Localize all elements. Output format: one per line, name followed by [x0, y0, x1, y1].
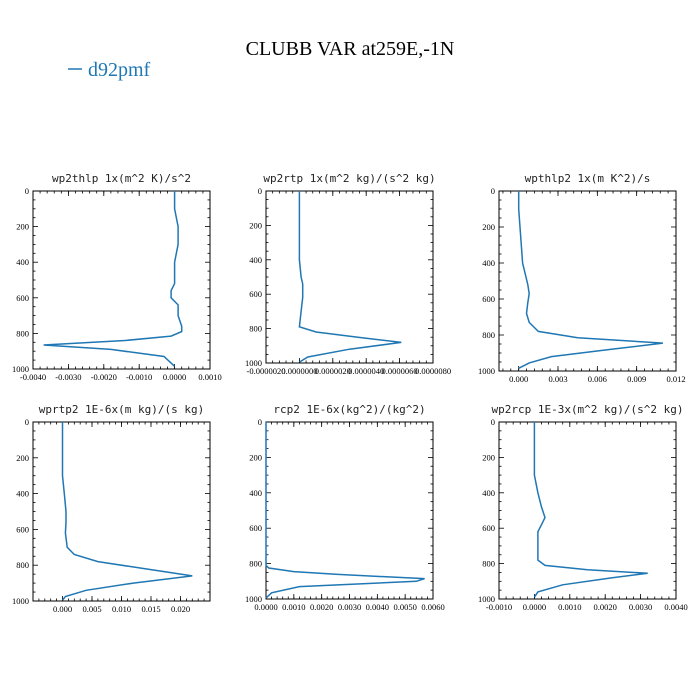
y-tick-label: 800	[249, 324, 262, 334]
x-tick-label: -0.0010	[126, 372, 152, 382]
x-tick-label: 0.0030	[338, 602, 361, 612]
x-tick-label: 0.0000	[163, 372, 186, 382]
x-tick-label: 0.0030	[629, 602, 652, 612]
x-tick-label: 0.0010	[558, 602, 581, 612]
panel-title: wpthlp2 1x(m K^2)/s	[525, 172, 651, 185]
panel-title: wp2rtp 1x(m^2 kg)/(s^2 kg)	[263, 172, 435, 185]
y-tick-label: 200	[249, 452, 262, 462]
plot-frame	[265, 421, 434, 600]
y-tick-label: 600	[249, 289, 262, 299]
figure-title: CLUBB VAR at259E,-1N	[246, 38, 455, 60]
y-tick-label: 1000	[478, 594, 495, 604]
panel-3: wpthlp2 1x(m K^2)/s 0 200 400 600 800 1000 0.00…	[478, 172, 686, 384]
plot-frame	[265, 190, 434, 364]
y-tick-label: 800	[482, 330, 495, 340]
panels: wp2thlp 1x(m^2 K)/s^202004006008001000-0…	[12, 172, 688, 614]
x-tick-label: 0.0050	[393, 602, 416, 612]
y-tick-label: 600	[482, 523, 495, 533]
x-tick-label: -0.0000020	[247, 366, 286, 376]
y-tick-label: 600	[249, 523, 262, 533]
y-tick-label: 200	[16, 222, 29, 232]
x-tick-label: 0.0040	[366, 602, 389, 612]
x-tick-label: 0.000	[53, 604, 72, 614]
panel-title: wp2rcp 1E-3x(m^2 kg)/(s^2 kg)	[491, 403, 683, 416]
y-tick-label: 200	[482, 452, 495, 462]
x-tick-label: 0.0000	[254, 602, 277, 612]
y-tick-label: 600	[482, 294, 495, 304]
x-tick-label: 0.000	[509, 374, 528, 384]
series-line	[61, 422, 193, 601]
x-tick-label: 0.020	[171, 604, 190, 614]
x-tick-label: 0.0010	[282, 602, 305, 612]
y-tick-label: 400	[16, 489, 29, 499]
x-tick-label: 0.0060	[421, 602, 444, 612]
y-tick-label: 1000	[245, 358, 262, 368]
series-line	[298, 191, 402, 363]
series-line	[265, 422, 425, 599]
x-tick-label: -0.0030	[55, 372, 81, 382]
y-tick-label: 600	[16, 293, 29, 303]
y-tick-label: 800	[482, 559, 495, 569]
y-tick-label: 1000	[12, 596, 29, 606]
series-line	[43, 191, 183, 367]
panel-6: wp2rcp 1E-3x(m^2 kg)/(s^2 kg)0 200 400 600 8…	[478, 403, 688, 612]
y-tick-label: 0	[491, 417, 495, 427]
y-tick-label: 1000	[245, 594, 262, 604]
x-tick-label: 0.0000080	[415, 366, 451, 376]
x-tick-label: 0.0000040	[348, 366, 384, 376]
x-tick-label: 0.0000060	[382, 366, 418, 376]
x-tick-label: 0.012	[666, 374, 685, 384]
x-tick-label: 0.009	[627, 374, 646, 384]
x-tick-label: 0.010	[112, 604, 131, 614]
panel-5: rcp2 1E-6x(kg^2)/(kg^2) 0 200 400 600 800 1000…	[245, 403, 445, 612]
y-tick-label: 800	[16, 328, 29, 338]
y-tick-label: 800	[249, 559, 262, 569]
legend-label: d92pmf	[88, 59, 151, 81]
panel-title: wprtp2 1E-6x(m kg)/(s kg)	[39, 403, 205, 416]
panel-4: wprtp2 1E-6x(m kg)/(s kg) 0 200 400 600 800 10…	[12, 403, 211, 614]
y-tick-label: 0	[258, 417, 262, 427]
x-tick-label: 0.0020	[310, 602, 333, 612]
x-tick-label: -0.0040	[20, 372, 46, 382]
y-tick-label: 400	[249, 488, 262, 498]
y-tick-label: 800	[16, 560, 29, 570]
y-tick-label: 400	[16, 257, 29, 267]
panel-title: rcp2 1E-6x(kg^2)/(kg^2)	[273, 403, 425, 416]
plot-frame	[498, 421, 677, 600]
y-tick-label: 600	[16, 524, 29, 534]
x-tick-label: 0.003	[548, 374, 567, 384]
x-tick-label: 0.0000020	[315, 366, 351, 376]
series-line	[517, 191, 663, 369]
x-tick-label: 0.0040	[664, 602, 687, 612]
x-tick-label: 0.0000	[523, 602, 546, 612]
y-tick-label: 200	[249, 220, 262, 230]
y-tick-label: 200	[16, 453, 29, 463]
y-tick-label: 400	[249, 255, 262, 265]
x-tick-label: 0.0010	[198, 372, 221, 382]
y-tick-label: 400	[482, 258, 495, 268]
series-line	[533, 422, 648, 598]
y-tick-label: 1000	[12, 364, 29, 374]
x-tick-label: 0.006	[588, 374, 607, 384]
y-tick-label: 1000	[478, 366, 495, 376]
x-tick-label: 0.0020	[594, 602, 617, 612]
x-tick-label: -0.0020	[91, 372, 117, 382]
x-tick-label: 0.015	[141, 604, 160, 614]
panel-1: wp2thlp 1x(m^2 K)/s^202004006008001000-0…	[12, 172, 222, 382]
x-tick-label: 0.005	[82, 604, 101, 614]
y-tick-label: 400	[482, 488, 495, 498]
x-tick-label: 0.0000000	[281, 366, 317, 376]
plot-frame	[32, 190, 211, 370]
x-tick-label: -0.0010	[486, 602, 512, 612]
y-tick-label: 0	[258, 186, 262, 196]
y-tick-label: 200	[482, 222, 495, 232]
y-tick-label: 0	[491, 186, 495, 196]
panel-2: wp2rtp 1x(m^2 kg)/(s^2 kg)0 200 400 600 800 1…	[245, 172, 451, 376]
panel-title: wp2thlp 1x(m^2 K)/s^2	[52, 172, 191, 185]
y-tick-label: 0	[25, 417, 29, 427]
y-tick-label: 0	[25, 186, 29, 196]
